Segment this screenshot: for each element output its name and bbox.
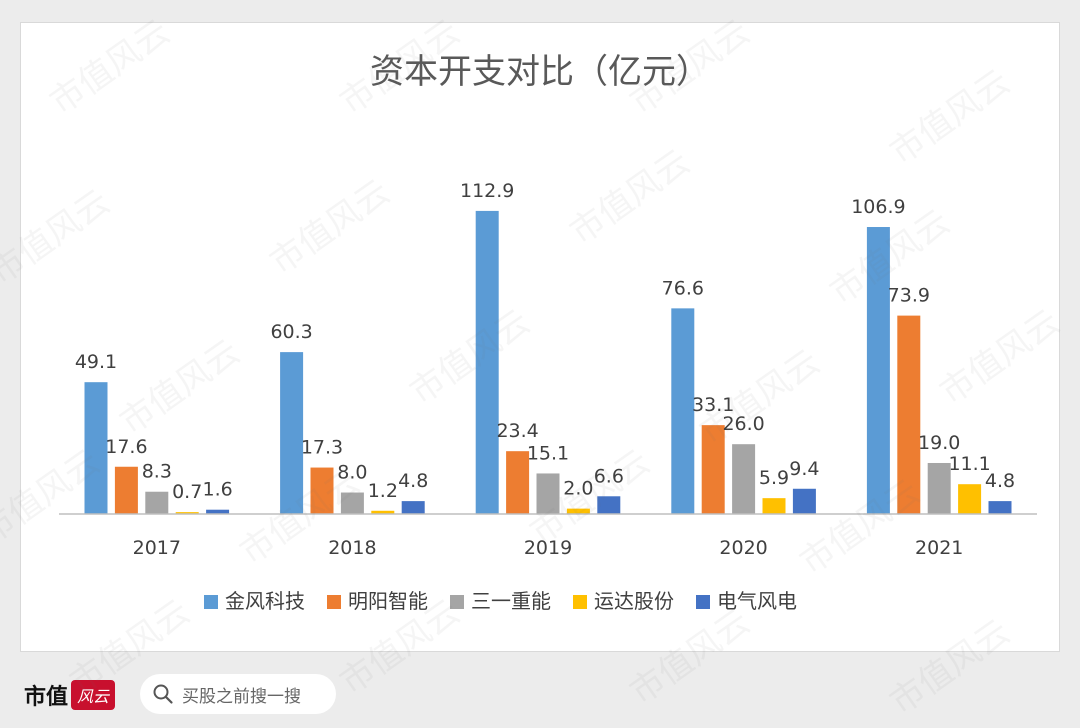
- bar-金风科技-2021: [866, 227, 890, 514]
- legend-swatch-电气风电: [696, 595, 710, 609]
- bar-明阳智能-2018: [310, 467, 334, 514]
- bar-运达股份-2017: [175, 512, 199, 514]
- x-tick-label: 2020: [719, 537, 767, 559]
- data-label: 112.9: [460, 180, 514, 202]
- bar-运达股份-2020: [762, 498, 786, 514]
- legend-swatch-运达股份: [573, 595, 587, 609]
- data-label: 23.4: [496, 420, 538, 442]
- bar-三一重能-2018: [340, 492, 364, 514]
- data-label: 4.8: [985, 470, 1015, 492]
- data-label: 15.1: [527, 442, 569, 464]
- x-tick-label: 2021: [915, 537, 963, 559]
- data-label: 9.4: [789, 458, 819, 480]
- data-label: 26.0: [722, 413, 764, 435]
- data-label: 1.6: [202, 479, 232, 501]
- data-label: 19.0: [918, 432, 960, 454]
- data-label: 5.9: [759, 467, 789, 489]
- data-label: 17.3: [301, 437, 343, 459]
- bar-电气风电-2018: [401, 501, 425, 514]
- bar-三一重能-2020: [732, 444, 756, 514]
- bar-运达股份-2019: [566, 508, 590, 514]
- bar-电气风电-2020: [792, 488, 816, 514]
- bar-chart: 资本开支对比（亿元） 49.1 60.3 112.9 76.6 106.9 17.6 17.3…: [59, 52, 1037, 613]
- bar-三一重能-2021: [927, 462, 951, 514]
- bar-金风科技-2019: [475, 210, 499, 514]
- legend-swatch-明阳智能: [327, 595, 341, 609]
- bar-三一重能-2017: [145, 491, 169, 514]
- data-label: 73.9: [888, 285, 930, 307]
- brand-logo: 风云: [71, 680, 116, 710]
- search-placeholder: 买股之前搜一搜: [182, 686, 301, 707]
- legend-swatch-金风科技: [204, 595, 218, 609]
- bar-电气风电-2017: [206, 509, 230, 514]
- x-tick-label: 2017: [133, 537, 181, 559]
- bar-金风科技-2020: [671, 308, 695, 514]
- legend-label: 三一重能: [471, 589, 551, 613]
- data-label: 0.7: [172, 481, 202, 503]
- data-label: 1.2: [368, 480, 398, 502]
- data-label: 6.6: [594, 465, 624, 487]
- bar-运达股份-2021: [958, 484, 982, 514]
- data-label: 11.1: [948, 453, 990, 475]
- legend-swatch-三一重能: [450, 595, 464, 609]
- bar-金风科技-2017: [84, 382, 108, 514]
- data-label: 60.3: [270, 321, 312, 343]
- bar-明阳智能-2019: [506, 451, 530, 514]
- bar-电气风电-2021: [988, 501, 1012, 514]
- bar-金风科技-2018: [280, 352, 304, 514]
- search-box[interactable]: 买股之前搜一搜: [140, 674, 336, 714]
- data-label: 33.1: [692, 394, 734, 416]
- brand[interactable]: 市值 风云: [24, 678, 116, 712]
- data-label: 106.9: [851, 196, 905, 218]
- data-label: 8.3: [142, 461, 172, 483]
- data-label: 2.0: [563, 478, 593, 500]
- bar-电气风电-2019: [597, 496, 621, 514]
- bar-明阳智能-2017: [114, 466, 138, 514]
- search-icon: [153, 684, 173, 704]
- legend-label: 运达股份: [594, 589, 674, 613]
- chart-card: 资本开支对比（亿元） 49.1 60.3 112.9 76.6 106.9 17.6 17.3…: [20, 22, 1060, 652]
- data-label: 4.8: [398, 470, 428, 492]
- data-label: 49.1: [75, 351, 117, 373]
- chart-title: 资本开支对比（亿元）: [370, 52, 710, 92]
- data-label: 8.0: [337, 462, 367, 484]
- bar-明阳智能-2021: [897, 315, 921, 514]
- brand-name: 市值: [24, 685, 69, 710]
- bar-明阳智能-2020: [701, 425, 725, 514]
- legend-label: 电气风电: [717, 589, 797, 613]
- bar-运达股份-2018: [371, 510, 395, 514]
- footer-bar: 市值 风云 买股之前搜一搜: [0, 660, 1080, 728]
- legend-label: 明阳智能: [348, 589, 428, 613]
- data-label: 17.6: [105, 436, 147, 458]
- data-label: 76.6: [662, 277, 704, 299]
- x-tick-label: 2018: [328, 537, 376, 559]
- x-tick-label: 2019: [524, 537, 572, 559]
- legend-label: 金风科技: [225, 589, 305, 613]
- bar-三一重能-2019: [536, 473, 560, 514]
